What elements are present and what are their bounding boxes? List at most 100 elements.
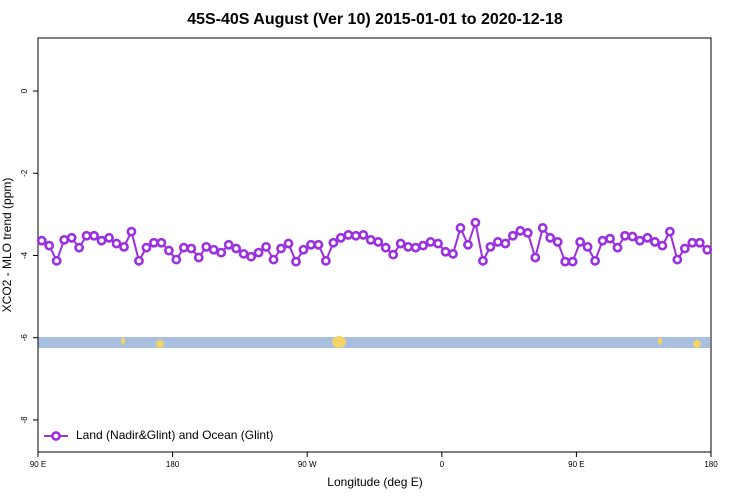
data-point (702, 244, 713, 255)
data-point (597, 235, 608, 246)
data-point (537, 223, 548, 233)
data-point (545, 232, 556, 243)
y-tick-label: 0 (20, 88, 29, 93)
x-tick-label: 180 (704, 460, 718, 469)
data-point (455, 223, 466, 233)
data-point (186, 243, 197, 254)
data-point (276, 243, 286, 254)
data-point (306, 239, 316, 250)
land-patch (658, 337, 662, 345)
land-patch (121, 337, 125, 345)
data-point (96, 235, 107, 246)
data-point (433, 238, 443, 249)
data-point (111, 238, 122, 249)
data-point (223, 239, 234, 250)
data-point (104, 232, 114, 243)
data-point (74, 242, 85, 253)
data-point (410, 242, 421, 253)
y-tick-label: -2 (20, 169, 29, 177)
data-point (530, 252, 541, 263)
data-point (283, 238, 294, 249)
x-tick-label: 90 E (30, 460, 46, 469)
data-point (313, 239, 324, 250)
data-point (590, 255, 600, 266)
land-patch (693, 340, 701, 348)
data-point (403, 241, 414, 252)
data-point (627, 231, 638, 242)
data-point (89, 230, 99, 241)
data-point (492, 237, 503, 247)
data-point (81, 230, 92, 241)
data-point (335, 232, 346, 243)
data-point (463, 239, 473, 250)
x-axis-label: Longitude (deg E) (327, 475, 422, 489)
data-point (657, 240, 668, 251)
coverage-band (38, 336, 710, 348)
data-point (380, 242, 391, 253)
data-point (507, 230, 518, 241)
data-point (395, 238, 406, 249)
data-point (298, 244, 309, 255)
land-patch (332, 336, 346, 348)
data-point (253, 247, 264, 258)
data-point (672, 254, 683, 265)
y-tick-label: -8 (20, 416, 29, 424)
data-point (291, 256, 301, 267)
data-point (171, 254, 182, 265)
data-point (440, 246, 451, 257)
legend-label: Land (Nadir&Glint) and Ocean (Glint) (76, 428, 273, 442)
data-point (178, 242, 189, 253)
data-point (515, 225, 526, 236)
data-point (605, 233, 615, 244)
ocean-strip (38, 337, 710, 348)
data-point (694, 237, 705, 248)
data-point (635, 235, 645, 246)
data-point (216, 247, 227, 258)
x-tick-label: 180 (166, 460, 180, 469)
data-point (328, 237, 339, 248)
data-point (470, 217, 481, 228)
data-point (418, 240, 429, 251)
data-point (552, 237, 563, 247)
data-point (320, 255, 331, 266)
y-axis-label: XCO2 - MLO trend (ppm) (0, 178, 14, 313)
data-point (44, 240, 55, 251)
data-point (567, 256, 578, 267)
data-point (246, 251, 257, 262)
data-point (36, 235, 47, 246)
data-point (425, 237, 436, 247)
chart-title: 45S-40S August (Ver 10) 2015-01-01 to 20… (187, 11, 563, 28)
land-patch (156, 340, 164, 348)
data-point (560, 256, 571, 267)
data-point (612, 242, 623, 253)
data-point (59, 234, 70, 245)
data-point (141, 242, 152, 253)
data-point (522, 227, 533, 238)
data-point (687, 237, 698, 248)
data-point (388, 249, 399, 260)
data-point (343, 230, 354, 240)
data-point (650, 237, 660, 247)
data-point (664, 226, 675, 237)
y-tick-label: -6 (20, 334, 29, 342)
data-point (126, 226, 137, 237)
data-point (575, 237, 586, 247)
data-point (268, 254, 279, 265)
data-point (373, 237, 384, 247)
x-tick-label: 90 E (568, 460, 584, 469)
data-point (478, 255, 488, 266)
data-point (500, 238, 511, 249)
data-point (350, 230, 361, 241)
data-point (51, 255, 62, 266)
data-point (201, 241, 212, 252)
data-point (238, 248, 249, 259)
data-point (119, 241, 129, 252)
data-point (485, 241, 496, 252)
x-tick-label: 90 W (298, 460, 317, 469)
y-tick-label: -4 (20, 251, 29, 259)
data-point (231, 243, 242, 254)
data-point (620, 230, 630, 241)
data-point (358, 230, 369, 240)
data-point (679, 243, 690, 254)
